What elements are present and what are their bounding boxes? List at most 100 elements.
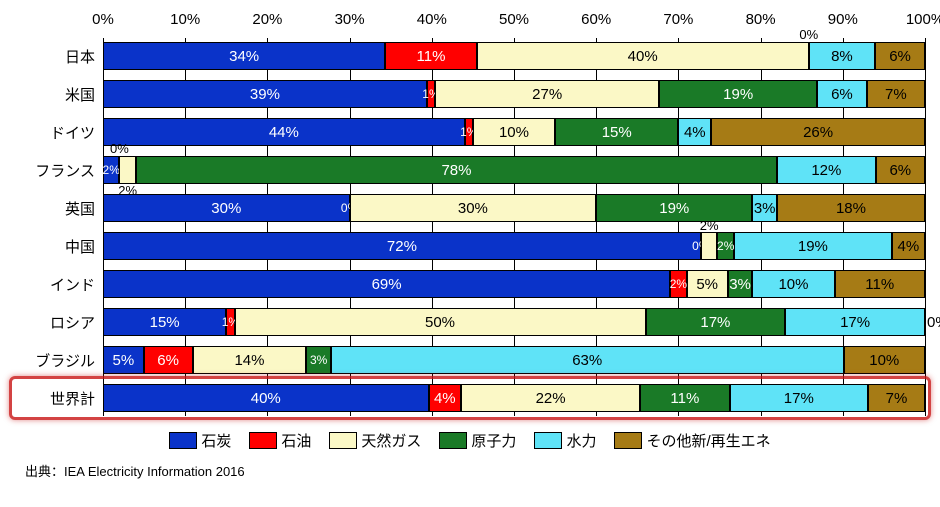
bar-segment: 3% [306,346,330,374]
segment-value: 34% [229,48,259,65]
bar-track: 39%1%27%19%6%7% [103,80,925,108]
bar-segment: 10% [844,346,925,374]
axis-tick: 100% [906,11,940,28]
segment-value: 72% [387,238,417,255]
bar-segment: 17% [785,308,925,336]
bar-segment: 4% [429,384,462,412]
row-label: ブラジル [15,350,103,371]
segment-value: 0% [927,314,940,331]
segment-value: 3% [754,200,776,217]
segment-value: 6% [831,86,853,103]
bar-track: 69%2%5%3%10%11% [103,270,925,298]
row-label: 中国 [15,236,103,257]
bar-segment: 39% [103,80,427,108]
segment-value: 39% [250,86,280,103]
bar-track: 15%1%50%17%17%0% [103,308,925,336]
bar-track: 5%6%14%3%63%10% [103,346,925,374]
bar-segment: 22% [461,384,640,412]
segment-value: 18% [836,200,866,217]
bar-segment: 6% [876,156,925,184]
bar-track: 34%11%40%0%8%6% [103,42,925,70]
legend-item: 水力 [534,430,596,451]
segment-value: 50% [425,314,455,331]
segment-value: 17% [840,314,870,331]
axis-tick: 0% [92,11,114,28]
legend-item: 石油 [249,430,311,451]
bar-segment: 4% [892,232,925,260]
segment-value: 30% [211,200,241,217]
bar-segment: 14% [193,346,307,374]
bar-segment: 1% [465,118,473,146]
segment-value: 8% [831,48,853,65]
bar-segment: 5% [103,346,144,374]
bar-segment: 12% [777,156,876,184]
row-label: インド [15,274,103,295]
segment-value: 14% [234,352,264,369]
bar-segment: 19% [734,232,892,260]
segment-value: 19% [798,238,828,255]
bar-segment: 6% [817,80,867,108]
segment-value: 40% [251,390,281,407]
bar-segment: 2% [701,232,718,260]
segment-value: 12% [811,162,841,179]
bar-segment: 26% [711,118,925,146]
legend-label: 水力 [566,430,596,451]
bar-segment: 40% [477,42,809,70]
legend-item: その他新/再生エネ [614,430,770,451]
data-row: 日本34%11%40%0%8%6% [15,38,925,74]
bar-segment: 44% [103,118,465,146]
segment-value: 3% [310,353,327,367]
segment-value: 30% [458,200,488,217]
bar-track: 72%0%2%2%19%4% [103,232,925,260]
legend-item: 原子力 [439,430,516,451]
legend-swatch [534,432,562,449]
bar-segment: 18% [777,194,925,222]
axis-tick: 80% [746,11,776,28]
x-axis: 0%10%20%30%40%50%60%70%80%90%100% [15,10,925,34]
legend: 石炭石油 天然ガス 原子力 水力その他新/再生エネ [15,430,925,451]
segment-value: 10% [778,276,808,293]
bar-segment: 6% [144,346,193,374]
bar-segment: 10% [752,270,834,298]
bar-track: 2%0%2%78%12%6% [103,156,925,184]
bar-segment: 40% [103,384,429,412]
chart-container: 0%10%20%30%40%50%60%70%80%90%100% 日本34%1… [15,10,925,480]
segment-value: 2% [103,163,120,177]
legend-label: 原子力 [471,430,516,451]
legend-label: 天然ガス [361,430,421,451]
bar-segment: 17% [730,384,868,412]
segment-value: 22% [536,390,566,407]
axis-tick: 90% [828,11,858,28]
data-row: 中国72%0%2%2%19%4% [15,228,925,264]
plot-area: 日本34%11%40%0%8%6%米国39%1%27%19%6%7%ドイツ44%… [15,38,925,416]
bar-segment: 3% [728,270,753,298]
legend-swatch [169,432,197,449]
segment-value: 10% [499,124,529,141]
bar-segment: 7% [868,384,925,412]
segment-value: 26% [803,124,833,141]
segment-value: 7% [886,390,908,407]
data-row: ブラジル5%6%14%3%63%10% [15,342,925,378]
bar-segment: 72% [103,232,701,260]
axis-tick: 60% [581,11,611,28]
bar-segment: 4% [678,118,711,146]
legend-item: 石炭 [169,430,231,451]
segment-value: 6% [889,162,911,179]
segment-value: 2% [717,239,734,253]
bar-segment: 50% [235,308,646,336]
data-row: 世界計40%4%22%11%17%7% [15,380,925,416]
segment-value: 6% [889,48,911,65]
segment-value: 11% [670,390,699,407]
segment-value: 19% [659,200,689,217]
data-row: 米国39%1%27%19%6%7% [15,76,925,112]
segment-value: 40% [628,48,658,65]
segment-value: 5% [696,276,718,293]
source-citation: 出典：IEA Electricity Information 2016 [25,461,925,480]
segment-value: 6% [157,352,179,369]
bar-segment: 15% [103,308,226,336]
segment-value: 2% [670,277,687,291]
data-row: フランス2%0%2%78%12%6% [15,152,925,188]
bar-segment: 11% [835,270,925,298]
bar-segment: 2% [717,232,734,260]
axis-tick: 50% [499,11,529,28]
